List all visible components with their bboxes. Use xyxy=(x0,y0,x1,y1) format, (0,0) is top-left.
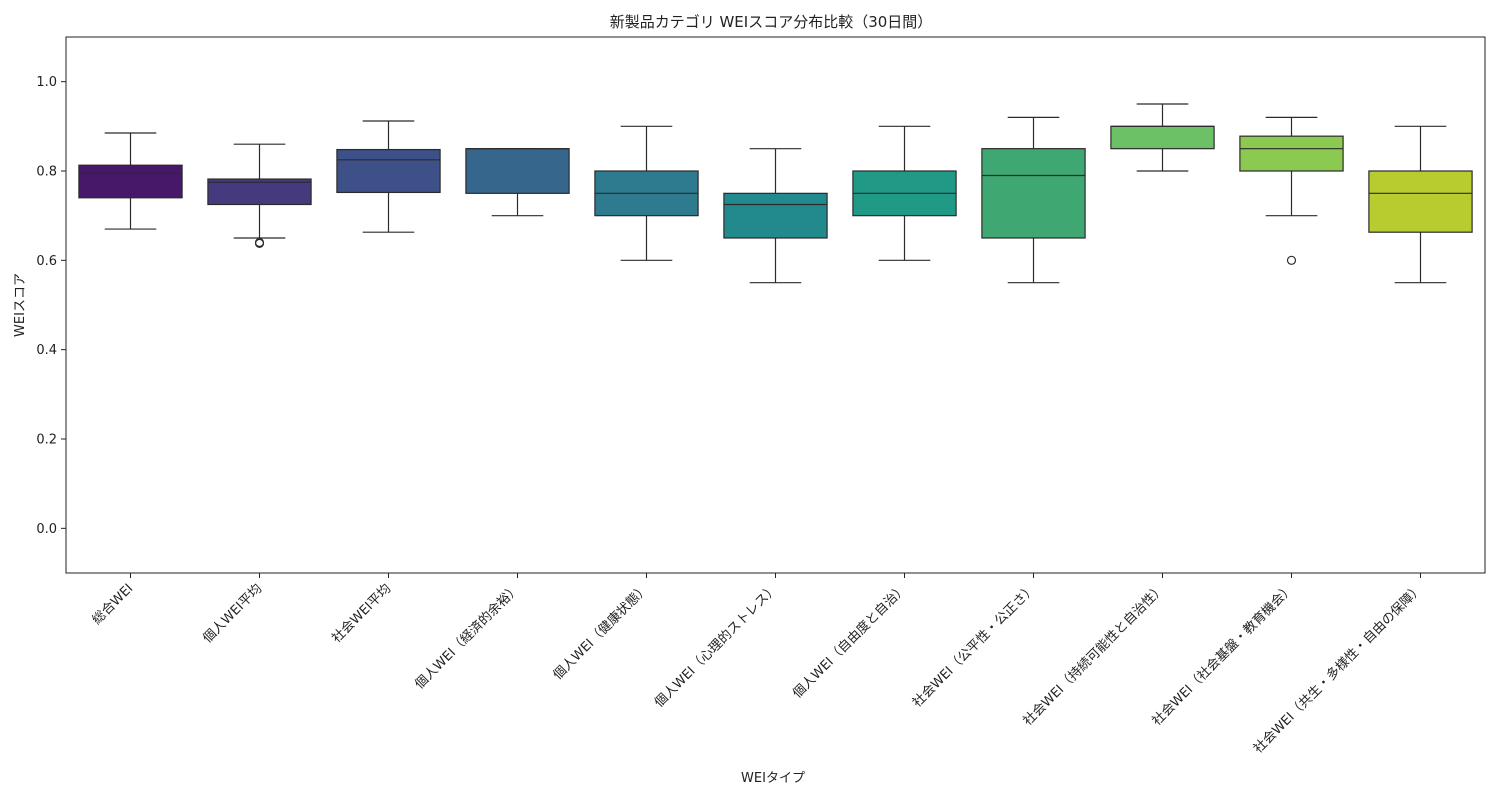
y-axis-title: WEIスコア xyxy=(13,273,28,337)
y-tick-label: 1.0 xyxy=(36,75,57,90)
box-iqr xyxy=(1368,170,1473,233)
box-iqr xyxy=(207,178,312,206)
x-tick-label: 社会WEI（持続可能性と自治性） xyxy=(1020,581,1168,729)
box-group xyxy=(207,143,312,248)
box-group xyxy=(1239,116,1344,265)
box-group xyxy=(594,125,699,261)
y-tick-label: 0.0 xyxy=(36,522,57,537)
y-tick-label: 0.2 xyxy=(36,433,57,448)
x-tick-label: 社会WEI（社会基盤・教育機会） xyxy=(1149,581,1297,729)
box-series xyxy=(78,103,1473,284)
x-tick-label: 社会WEI平均 xyxy=(329,581,395,647)
outlier-point xyxy=(1286,255,1297,265)
x-axis-title: WEIタイプ xyxy=(741,771,805,786)
y-tick-label: 0.8 xyxy=(36,165,57,180)
box-iqr xyxy=(1239,135,1344,172)
box-group xyxy=(465,148,570,217)
outlier-point xyxy=(254,237,265,248)
box-group xyxy=(723,148,828,284)
box-iqr xyxy=(78,164,183,199)
box-group xyxy=(1110,103,1215,172)
box-group xyxy=(78,132,183,230)
y-tick-label: 0.4 xyxy=(36,343,57,358)
box-iqr xyxy=(723,192,828,239)
x-tick-label: 総合WEI xyxy=(90,581,137,628)
box-iqr xyxy=(465,148,570,194)
box-iqr xyxy=(336,148,441,194)
x-tick-label: 個人WEI（経済的余裕） xyxy=(412,581,524,693)
box-iqr xyxy=(1110,125,1215,150)
x-axis: 総合WEI 個人WEI平均 社会WEI平均 個人WEI（経済的余裕） 個人WEI（健康状… xyxy=(90,573,1426,757)
box-iqr xyxy=(981,148,1086,239)
x-tick-label: 個人WEI平均 xyxy=(200,581,265,646)
box-group xyxy=(981,116,1086,284)
x-tick-label: 個人WEI（健康状態） xyxy=(550,581,652,683)
y-axis: 0.0 0.2 0.4 0.6 0.8 1.0 xyxy=(36,75,66,537)
x-tick-label: 個人WEI（心理的ストレス） xyxy=(651,581,781,711)
chart-title: 新製品カテゴリ WEIスコア分布比較（30日間） xyxy=(610,13,933,31)
x-tick-label: 個人WEI（自由度と自治） xyxy=(789,581,910,702)
box-group xyxy=(1368,125,1473,284)
box-group xyxy=(336,120,441,233)
x-tick-label: 社会WEI（公平性・公正さ） xyxy=(909,581,1039,711)
box-group xyxy=(852,125,957,261)
y-tick-label: 0.6 xyxy=(36,254,57,269)
